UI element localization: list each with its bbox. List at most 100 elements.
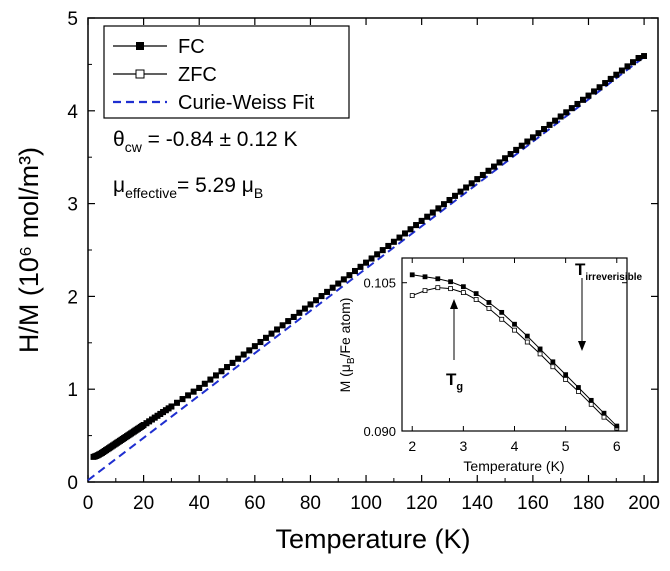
inset-fc-point	[435, 276, 441, 282]
fc-point	[463, 184, 470, 191]
inset-x-axis-label: Temperature (K)	[463, 458, 564, 474]
x-tick-label: 0	[83, 493, 94, 514]
fc-point	[274, 326, 280, 333]
y-tick-label: 3	[67, 195, 78, 216]
inset-zfc-point	[524, 339, 530, 345]
fc-point	[402, 230, 408, 237]
fc-point	[502, 155, 508, 162]
mu-effective-annotation: μeffective= 5.29 μB	[113, 174, 263, 201]
inset-zfc-point	[576, 389, 581, 394]
x-tick-label: 20	[133, 493, 154, 514]
x-tick-label: 180	[573, 493, 605, 514]
fc-point	[529, 134, 536, 141]
fc-point	[307, 301, 314, 308]
fc-point	[218, 368, 225, 375]
inset-fc-point	[422, 274, 428, 280]
inset-zfc-point	[563, 377, 569, 382]
y-tick-label: 5	[67, 9, 78, 30]
inset-zfc-point	[435, 285, 441, 291]
y-tick-label: 0	[67, 473, 78, 494]
fc-point	[196, 385, 203, 391]
fc-point	[213, 372, 219, 379]
inset-zfc-point	[499, 316, 505, 322]
fc-point	[429, 209, 436, 216]
fc-point	[279, 322, 286, 329]
fc-point	[235, 355, 242, 362]
fc-point	[557, 113, 564, 120]
fc-point	[607, 76, 614, 82]
inset-zfc-point	[460, 290, 466, 296]
x-tick-label: 160	[517, 493, 549, 514]
inset-zfc-point	[448, 286, 453, 292]
inset-fc-point	[563, 372, 569, 378]
svg-text:Tg: Tg	[446, 370, 463, 393]
inset-fc-point	[576, 385, 581, 390]
inset-fc-point	[486, 300, 492, 305]
fc-point	[407, 226, 414, 233]
fc-point	[485, 168, 492, 174]
legend-label-fc: FC	[178, 36, 205, 58]
x-tick-label: 100	[350, 493, 382, 514]
fc-point	[329, 284, 336, 291]
fc-point	[201, 381, 208, 387]
inset-fc-point	[550, 359, 556, 365]
fc-point	[496, 159, 503, 166]
fc-point	[618, 67, 625, 74]
fc-point	[318, 293, 325, 300]
x-tick-label: 200	[628, 493, 660, 514]
inset-zfc-point	[550, 364, 556, 370]
fc-point	[174, 400, 180, 406]
fc-point	[491, 163, 497, 170]
svg-text:Tirreverisible: Tirreverisible	[575, 260, 643, 283]
fc-point	[246, 347, 253, 354]
fc-point	[468, 180, 475, 187]
legend: FC ZFC Curie-Weiss Fit	[103, 25, 350, 119]
fc-point	[229, 360, 236, 366]
inset-y-tick-label: 0.090	[363, 424, 396, 439]
fc-point	[541, 126, 547, 133]
x-tick-label: 140	[461, 493, 493, 514]
t-irreversible-annotation: Tirreverisible	[575, 260, 643, 351]
fc-point	[596, 84, 603, 91]
inset-chart: 2 3 4 5 6 0.090 0.105 Temperature (K) M (μB/Fe…	[337, 257, 643, 474]
fc-point	[413, 222, 419, 229]
inset-axis-ticks: 2 3 4 5 6 0.090 0.105	[363, 258, 627, 454]
fc-point	[335, 280, 342, 287]
fc-point	[224, 364, 230, 371]
inset-fc-point	[512, 321, 517, 327]
fc-point	[190, 388, 197, 395]
inset-x-tick-label: 5	[562, 438, 570, 454]
fc-point	[379, 247, 386, 254]
inset-fc-point	[448, 279, 453, 285]
inset-x-tick-label: 4	[511, 438, 519, 454]
fc-point	[535, 130, 542, 137]
fc-point	[513, 147, 520, 153]
fc-point	[324, 289, 331, 295]
inset-fc-point	[537, 346, 543, 352]
inset-fc-point	[499, 309, 505, 315]
fc-point	[296, 310, 303, 316]
legend-item-zfc: ZFC	[113, 64, 217, 86]
inset-zfc-point	[601, 414, 607, 420]
fc-point	[418, 218, 425, 224]
inset-fc-point	[409, 272, 415, 278]
fc-point	[568, 105, 575, 112]
fc-point	[290, 314, 297, 320]
fc-point	[446, 197, 453, 204]
x-axis-label: Temperature (K)	[275, 524, 470, 554]
y-tick-label: 4	[67, 102, 78, 123]
fc-point	[374, 251, 381, 258]
fc-point	[207, 376, 214, 383]
fc-point	[552, 117, 559, 124]
legend-item-fc: FC	[113, 36, 205, 58]
main-axis-ticks: 0 20 40 60 80 100 120 140 160 180 200 0 1 2 3 4 5	[67, 9, 660, 514]
fc-point	[240, 351, 247, 358]
fc-point	[352, 268, 358, 275]
inset-zfc-point	[422, 288, 428, 294]
fc-point	[168, 403, 175, 410]
fc-point	[524, 138, 531, 145]
y-tick-label: 1	[67, 380, 78, 401]
inset-fc-point	[588, 397, 594, 403]
